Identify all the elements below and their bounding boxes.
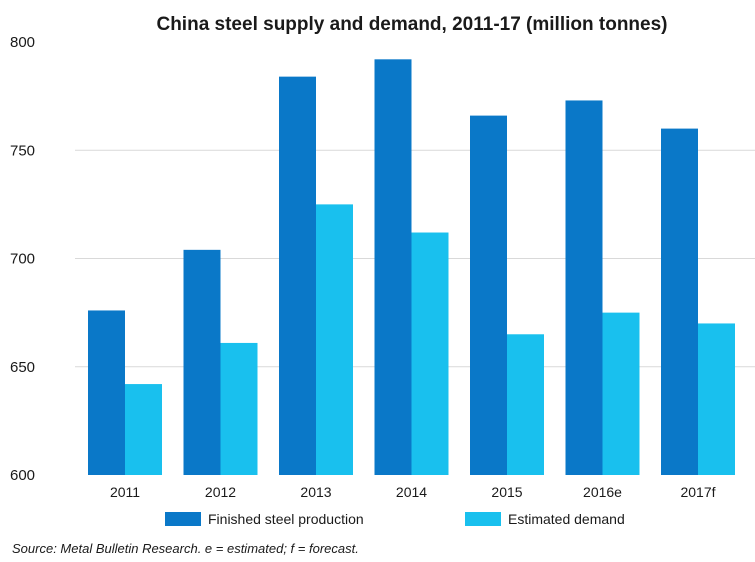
x-tick-label: 2016e bbox=[583, 484, 622, 500]
bar-production-2015 bbox=[470, 115, 507, 476]
bar-demand-2016e bbox=[602, 312, 640, 475]
y-tick-label: 700 bbox=[10, 251, 35, 268]
chart-title: China steel supply and demand, 2011-17 (… bbox=[156, 14, 667, 35]
x-tick-label: 2011 bbox=[110, 484, 140, 500]
bar-demand-2015 bbox=[507, 334, 544, 475]
y-axis: 600 650 700 750 800 bbox=[10, 34, 35, 484]
x-tick-label: 2017f bbox=[680, 484, 715, 500]
legend-label-production: Finished steel production bbox=[208, 511, 364, 527]
y-tick-label: 800 bbox=[10, 34, 35, 51]
x-tick-label: 2012 bbox=[205, 484, 236, 500]
legend-swatch-production bbox=[165, 512, 201, 526]
x-tick-label: 2014 bbox=[396, 484, 427, 500]
bar-production-2011 bbox=[88, 310, 125, 475]
bar-demand-2017f bbox=[698, 323, 735, 475]
x-tick-label: 2015 bbox=[491, 484, 522, 500]
bar-demand-2014 bbox=[411, 232, 449, 475]
bar-production-2016e bbox=[565, 100, 603, 475]
bar-demand-2011 bbox=[125, 384, 162, 475]
bar-production-2017f bbox=[661, 128, 698, 475]
legend-swatch-demand bbox=[465, 512, 501, 526]
x-tick-label: 2013 bbox=[300, 484, 331, 500]
y-tick-label: 600 bbox=[10, 467, 35, 484]
bars bbox=[88, 59, 735, 476]
bar-production-2012 bbox=[183, 249, 221, 475]
y-tick-label: 650 bbox=[10, 359, 35, 376]
source-note: Source: Metal Bulletin Research. e = est… bbox=[12, 541, 359, 556]
bar-demand-2012 bbox=[220, 342, 258, 475]
legend: Finished steel production Estimated dema… bbox=[165, 511, 625, 527]
bar-demand-2013 bbox=[316, 204, 353, 475]
legend-label-demand: Estimated demand bbox=[508, 511, 625, 527]
x-axis: 2011 2012 2013 2014 2015 2016e 2017f bbox=[110, 484, 716, 500]
bar-production-2014 bbox=[374, 59, 412, 475]
bar-production-2013 bbox=[279, 76, 316, 475]
y-tick-label: 750 bbox=[10, 142, 35, 159]
